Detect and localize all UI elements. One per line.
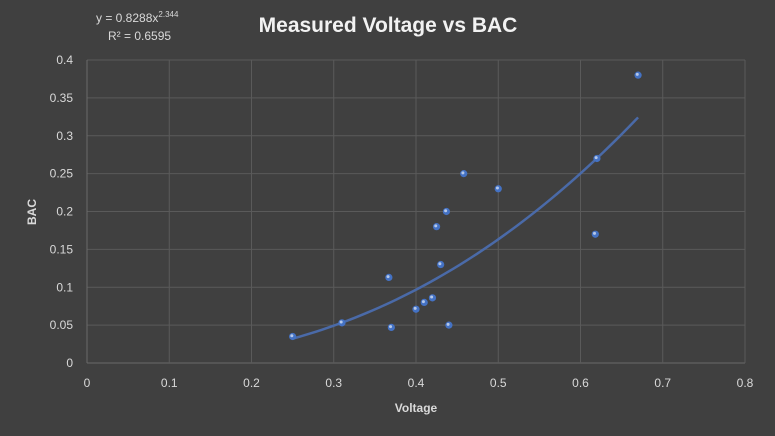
y-tick-label: 0.3	[56, 129, 73, 143]
y-tick-label: 0.1	[56, 280, 73, 294]
x-tick-label: 0.2	[243, 376, 260, 390]
x-tick-label: 0.4	[408, 376, 425, 390]
data-point	[593, 154, 601, 163]
gridlines	[86, 59, 746, 364]
data-point	[634, 71, 642, 79]
y-tick-label: 0.15	[50, 242, 74, 256]
chart-title: Measured Voltage vs BAC	[259, 14, 518, 37]
trendline-layer	[292, 116, 639, 340]
data-point-highlight	[421, 300, 425, 304]
data-point	[387, 323, 395, 331]
x-tick-label: 0.6	[572, 376, 589, 390]
x-tick-label: 0.3	[325, 376, 342, 390]
data-point-highlight	[290, 334, 294, 338]
data-point	[494, 185, 502, 193]
y-tick-label: 0	[66, 356, 73, 370]
data-point	[428, 294, 437, 302]
y-axis-label: BAC	[25, 199, 39, 225]
x-tick-label: 0.7	[654, 376, 671, 390]
axes: 0 0.05 0.1 0.15 0.2 0.25 0.3 0.35 0.4 0 0.1 0.2 0.3 0…	[50, 53, 754, 390]
y-tick-label: 0.2	[56, 205, 73, 219]
y-tick-label: 0.4	[56, 53, 73, 67]
data-point	[420, 298, 428, 306]
data-point	[591, 230, 599, 238]
trendline-equation-exponent: 2.344	[158, 10, 179, 19]
data-point	[338, 319, 346, 327]
y-tick-label: 0.05	[50, 318, 74, 332]
x-tick-label: 0.1	[161, 376, 178, 390]
data-point-highlight	[413, 306, 417, 310]
data-point-highlight	[594, 156, 598, 160]
data-point-highlight	[339, 320, 343, 324]
data-point	[385, 273, 393, 282]
data-point-highlight	[635, 72, 639, 76]
data-point	[442, 207, 451, 216]
x-tick-label: 0	[84, 376, 91, 390]
data-point-highlight	[461, 171, 465, 175]
data-point	[437, 260, 445, 269]
x-axis-label: Voltage	[395, 401, 438, 415]
data-point	[460, 170, 468, 178]
data-point-highlight	[444, 209, 448, 213]
trendline-equation-base: y = 0.8288x	[96, 11, 158, 25]
data-points	[289, 71, 642, 341]
data-point-highlight	[593, 231, 597, 235]
data-point-highlight	[495, 186, 499, 190]
x-tick-label: 0.5	[490, 376, 507, 390]
y-tick-label: 0.25	[50, 167, 74, 181]
data-point	[432, 223, 441, 231]
data-point-highlight	[446, 322, 450, 326]
data-point	[445, 321, 453, 329]
data-point-highlight	[389, 325, 393, 329]
data-point-highlight	[430, 295, 434, 299]
data-point-highlight	[386, 275, 390, 279]
data-point	[412, 305, 420, 313]
x-tick-label: 0.8	[737, 376, 754, 390]
data-point-highlight	[438, 262, 442, 266]
data-point-highlight	[434, 224, 438, 228]
y-tick-label: 0.35	[50, 91, 74, 105]
trendline-equation: y = 0.8288x2.344	[96, 10, 179, 25]
trendline	[292, 116, 639, 340]
trendline-r-squared: R² = 0.6595	[108, 29, 171, 43]
data-point	[289, 332, 297, 341]
